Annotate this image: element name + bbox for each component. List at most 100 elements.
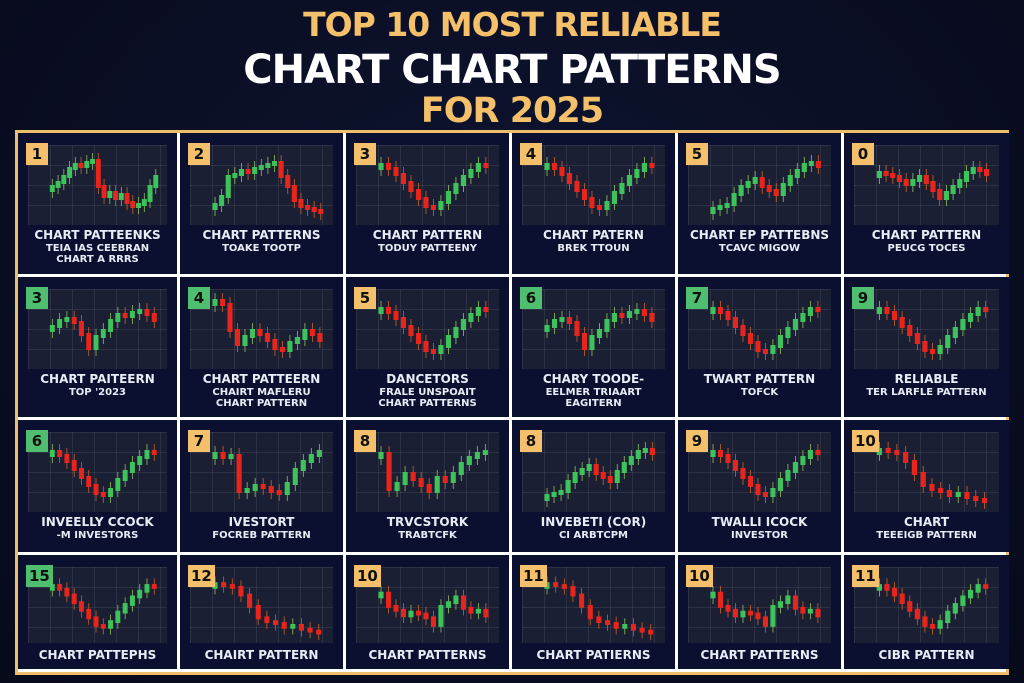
pattern-card[interactable]: 6 CHARY TOODE- EELMER TRIAART EAGITERN [512,277,675,417]
caption-line-3: CHART PATTERN [215,398,308,410]
pattern-card[interactable]: 6 INVEELLY CCOCK -M INVESTORS [18,420,177,552]
card-caption: CHART PATTERN TODUY PATTEENY [346,228,509,254]
caption-line-2: TODUY PATTEENY [378,242,477,254]
pattern-card[interactable]: 1 CHART PATTEENKS TEIA IAS CEEBRAN CHART A … [18,133,177,274]
card-caption: DANCETORS FRALE UNSPOAIT CHART PATTERNS [346,372,509,410]
candlestick-chart [854,145,999,225]
rank-badge: 2 [188,143,210,165]
caption-line-1: INVEBETI (COR) [540,515,647,529]
pattern-card[interactable]: 7 TWART PATTERN TOFCK [678,277,841,417]
rank-badge: 7 [188,430,210,452]
pattern-card[interactable]: 9 RELIABLE TER LARFLE PATTERN [844,277,1009,417]
caption-line-2: TRABTCFK [398,529,457,541]
card-caption: CHART PATIERNS [512,648,675,663]
card-caption: CHART PATTERN PEUCG TOCES [844,228,1009,254]
caption-line-1: CHAIRT PATTERN [204,648,319,662]
card-caption: CHART PATTERNS TOAKE TOOTP [180,228,343,254]
candlestick-chart [28,289,167,369]
pattern-card[interactable]: 10 CHART TEEEIGB PATTERN [844,420,1009,552]
pattern-card[interactable]: 11 CHART PATIERNS [512,555,675,669]
caption-line-1: CHART PATERN [543,228,644,242]
pattern-card[interactable]: 2 CHART PATTERNS TOAKE TOOTP [180,133,343,274]
caption-line-2: CHAIRT MAFLERU [212,386,311,398]
pattern-card[interactable]: 5 DANCETORS FRALE UNSPOAIT CHART PATTERNS [346,277,509,417]
caption-line-1: CHART PATTEPHS [38,648,157,662]
pattern-card[interactable]: 15 CHART PATTEPHS [18,555,177,669]
card-caption: CHART PAITEERN TOP '2023 [18,372,177,398]
caption-line-3: CHART A RRRS [56,254,139,266]
caption-line-3: EAGITERN [565,398,622,410]
rank-badge: 8 [520,430,542,452]
title-line-3: FOR 2025 [420,91,604,131]
rank-badge: 9 [686,430,708,452]
pattern-card[interactable]: 10 CHART PATTERNS [346,555,509,669]
card-caption: IVESTORT FOCREB PATTERN [180,515,343,541]
card-caption: INVEELLY CCOCK -M INVESTORS [18,515,177,541]
card-caption: CHART PATERN BREK TTOUN [512,228,675,254]
pattern-card[interactable]: 4 CHART PATTEERN CHAIRT MAFLERU CHART PATTE… [180,277,343,417]
pattern-card[interactable]: 7 IVESTORT FOCREB PATTERN [180,420,343,552]
caption-line-2: EELMER TRIAART [545,386,642,398]
caption-line-2: TEIA IAS CEEBRAN [45,242,150,254]
caption-line-2: TOFCK [740,386,779,398]
caption-line-1: DANCETORS [386,372,469,386]
card-caption: TRVCSTORK TRABTCFK [346,515,509,541]
rank-badge: 8 [354,430,376,452]
caption-line-1: CHART PATTERN [372,228,483,242]
rank-badge: 6 [26,430,48,452]
pattern-card[interactable]: 8 INVEBETI (COR) CI ARBTCPM [512,420,675,552]
rank-badge: 1 [26,143,48,165]
pattern-card[interactable]: 12 CHAIRT PATTERN [180,555,343,669]
pattern-card[interactable]: 9 TWALLI ICOCK INVESTOR [678,420,841,552]
caption-line-1: CHART PATIERNS [536,648,651,662]
card-caption: INVEBETI (COR) CI ARBTCPM [512,515,675,541]
candlestick-chart [522,289,665,369]
card-caption: CHART PATTERNS [678,648,841,663]
candlestick-chart [28,145,167,225]
candlestick-chart [688,289,831,369]
card-caption: RELIABLE TER LARFLE PATTERN [844,372,1009,398]
caption-line-2: TER LARFLE PATTERN [866,386,987,398]
rank-badge: 3 [354,143,376,165]
title-line-1: TOP 10 MOST RELIABLE [303,5,722,44]
card-caption: CHART EP PATTEBNS TCAVC MIGOW [678,228,841,254]
pattern-card[interactable]: 0 CHART PATTERN PEUCG TOCES [844,133,1009,274]
caption-line-2: BREK TTOUN [557,242,630,254]
pattern-card[interactable]: 3 CHART PAITEERN TOP '2023 [18,277,177,417]
pattern-card[interactable]: 11 CIBR PATTERN [844,555,1009,669]
card-caption: CHAIRT PATTERN [180,648,343,663]
rank-badge: 15 [26,565,53,587]
caption-line-2: FRALE UNSPOAIT [379,386,476,398]
pattern-card[interactable]: 4 CHART PATERN BREK TTOUN [512,133,675,274]
caption-line-1: CIBR PATTERN [878,648,975,662]
caption-line-1: CHART PATTERNS [700,648,819,662]
candlestick-chart [688,432,831,512]
caption-line-1: CHART PATTERNS [368,648,487,662]
caption-line-3: CHART PATTERNS [378,398,477,410]
caption-line-2: INVESTOR [731,529,788,541]
caption-line-1: CHART PATTERNS [202,228,321,242]
pattern-card[interactable]: 3 CHART PATTERN TODUY PATTEENY [346,133,509,274]
caption-line-1: RELIABLE [894,372,959,386]
rank-badge: 9 [852,287,874,309]
candlestick-chart [522,432,665,512]
card-caption: TWART PATTERN TOFCK [678,372,841,398]
rank-badge: 11 [852,565,879,587]
pattern-card[interactable]: 5 CHART EP PATTEBNS TCAVC MIGOW [678,133,841,274]
rank-badge: 0 [852,143,874,165]
pattern-card[interactable]: 8 TRVCSTORK TRABTCFK [346,420,509,552]
candlestick-chart [28,432,167,512]
candlestick-chart [190,432,333,512]
rank-badge: 5 [686,143,708,165]
pattern-card[interactable]: 10 CHART PATTERNS [678,555,841,669]
rank-badge: 4 [520,143,542,165]
caption-line-2: CI ARBTCPM [558,529,629,541]
caption-line-1: CHART PAITEERN [40,372,155,386]
caption-line-1: CHART EP PATTEBNS [689,228,830,242]
caption-line-1: CHART [903,515,950,529]
rank-badge: 10 [354,565,381,587]
candlestick-chart [356,432,499,512]
candlestick-chart [28,567,167,643]
card-caption: TWALLI ICOCK INVESTOR [678,515,841,541]
caption-line-1: CHARY TOODE- [542,372,645,386]
